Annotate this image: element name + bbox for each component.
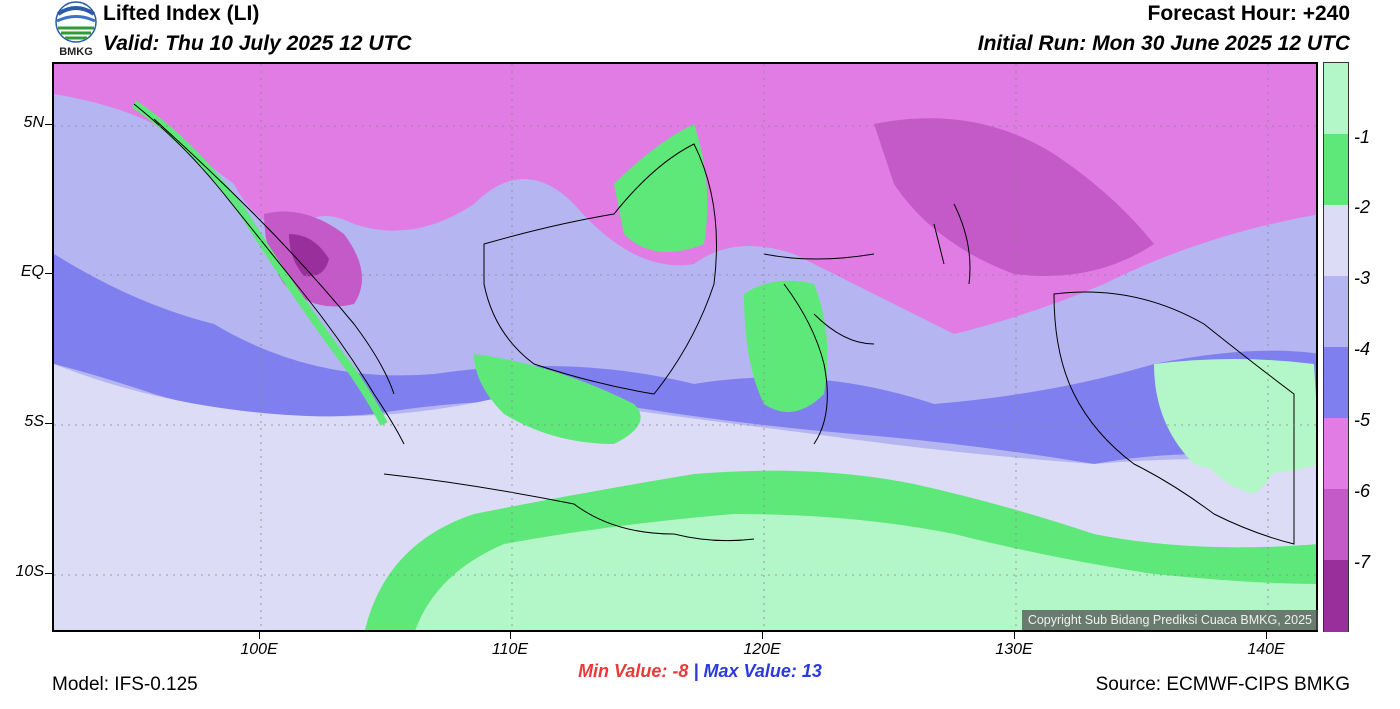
y-label-5s: 5S xyxy=(24,413,44,430)
y-label-eq: EQ xyxy=(20,263,44,280)
y-tick xyxy=(45,273,52,274)
colorbar-segment xyxy=(1324,63,1348,134)
x-label-130e: 130E xyxy=(995,641,1033,658)
min-max-values: Min Value: -8 | Max Value: 13 xyxy=(0,661,1400,682)
y-tick xyxy=(45,573,52,574)
x-tick xyxy=(510,632,511,639)
y-label-10s: 10S xyxy=(15,563,44,580)
x-label-140e: 140E xyxy=(1247,641,1285,658)
lifted-index-map xyxy=(52,62,1318,632)
colorbar-segment xyxy=(1324,418,1348,489)
max-value-label: Max Value: xyxy=(703,661,797,681)
x-label-110e: 110E xyxy=(491,641,529,658)
x-tick xyxy=(259,632,260,639)
colorbar xyxy=(1323,62,1349,632)
colorbar-label: -2 xyxy=(1354,197,1371,217)
colorbar-label: -3 xyxy=(1354,268,1371,288)
logo-text: BMKG xyxy=(59,46,93,58)
min-value-label: Min Value: xyxy=(578,661,668,681)
colorbar-segment xyxy=(1324,276,1348,347)
x-label-100e: 100E xyxy=(240,641,278,658)
colorbar-label: -1 xyxy=(1354,127,1371,147)
y-tick xyxy=(45,124,52,125)
max-value: 13 xyxy=(801,661,822,681)
forecast-hour: Forecast Hour: +240 xyxy=(1147,2,1351,25)
initial-run: Initial Run: Mon 30 June 2025 12 UTC xyxy=(977,32,1350,55)
colorbar-segment xyxy=(1324,489,1348,560)
copyright-notice: Copyright Sub Bidang Prediksi Cuaca BMKG… xyxy=(1021,610,1318,630)
x-tick xyxy=(1266,632,1267,639)
valid-time: Valid: Thu 10 July 2025 12 UTC xyxy=(103,32,412,55)
model-info: Model: IFS-0.125 xyxy=(52,674,198,695)
chart-title: Lifted Index (LI) xyxy=(103,2,260,25)
separator: | xyxy=(693,661,699,681)
y-label-5n: 5N xyxy=(23,114,44,131)
colorbar-segment xyxy=(1324,347,1348,418)
x-label-120e: 120E xyxy=(743,641,781,658)
colorbar-segment xyxy=(1324,560,1348,632)
colorbar-label: -5 xyxy=(1354,410,1371,430)
min-value: -8 xyxy=(672,661,689,681)
colorbar-label: -4 xyxy=(1354,339,1371,359)
colorbar-segment xyxy=(1324,205,1348,276)
y-tick xyxy=(45,423,52,424)
x-tick xyxy=(762,632,763,639)
x-tick xyxy=(1014,632,1015,639)
colorbar-segment xyxy=(1324,134,1348,205)
colorbar-label: -6 xyxy=(1354,481,1371,501)
colorbar-label: -7 xyxy=(1354,552,1371,572)
source-info: Source: ECMWF-CIPS BMKG xyxy=(1095,674,1350,695)
bmkg-logo xyxy=(52,0,100,60)
